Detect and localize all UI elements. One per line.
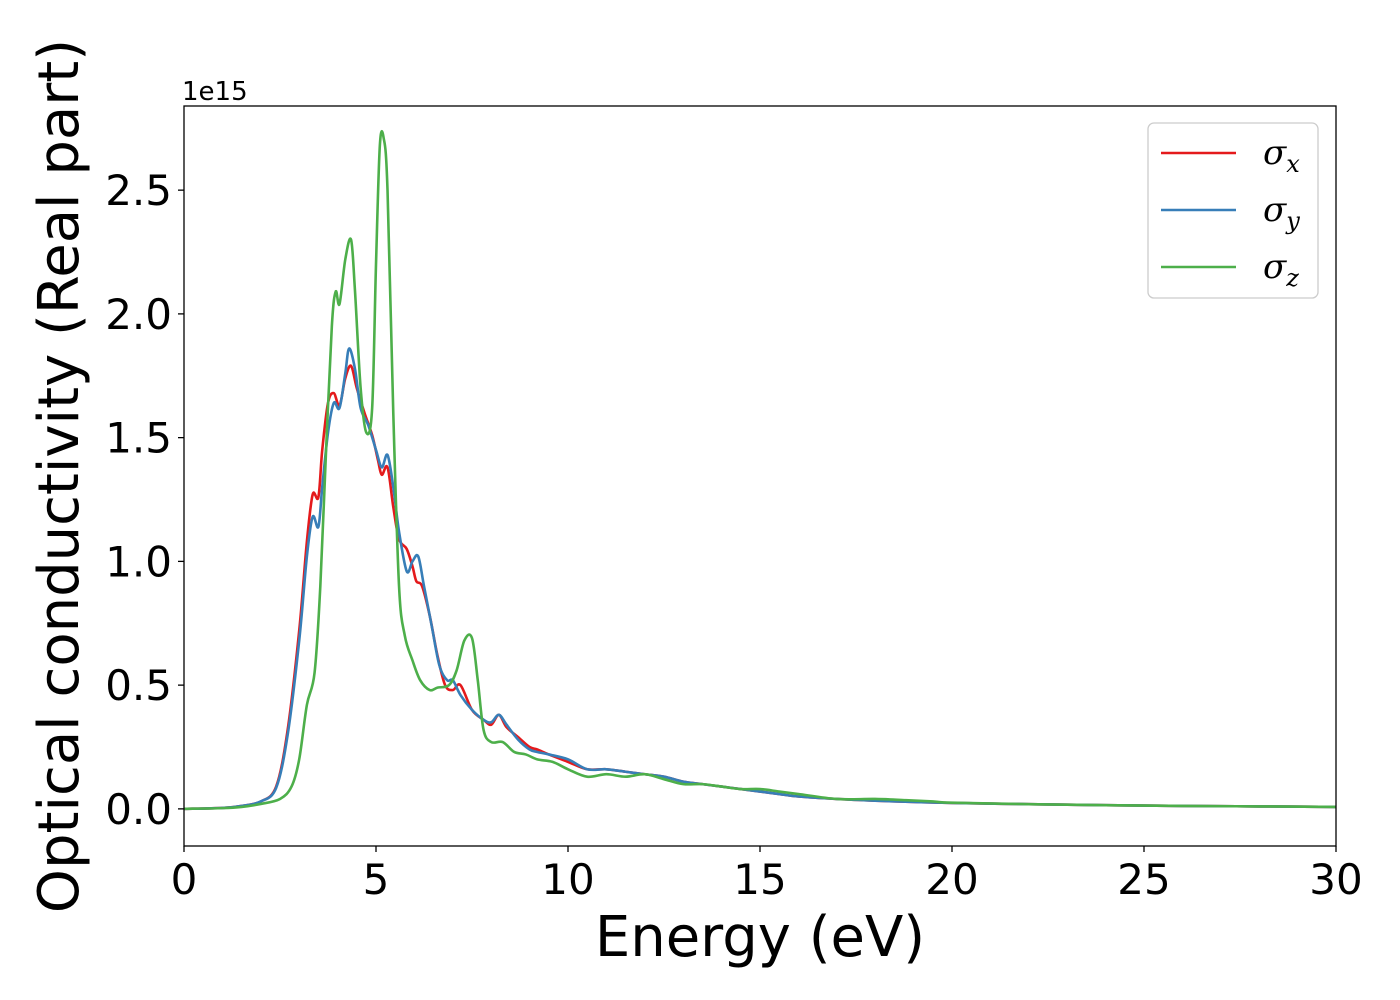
- y-offset-label: 1e15: [182, 77, 248, 107]
- y-tick-label: 0.0: [105, 785, 172, 834]
- legend-label-x: σx: [1263, 133, 1300, 178]
- y-tick-label: 2.5: [105, 166, 172, 215]
- x-tick-label: 20: [925, 855, 978, 904]
- y-tick-label: 1.5: [105, 414, 172, 463]
- series-layer: [184, 129, 1336, 811]
- x-axis: 0 5 10 15 20 25 30: [171, 846, 1363, 904]
- series-line-z: [184, 129, 1336, 811]
- plot-area: [183, 105, 1337, 847]
- y-axis-title: Optical conductivity (Real part): [27, 39, 92, 913]
- x-tick-label: 25: [1117, 855, 1170, 904]
- y-tick-label: 2.0: [105, 290, 172, 339]
- legend: σx σy σz: [1147, 122, 1319, 299]
- x-tick-label: 30: [1309, 855, 1362, 904]
- x-tick-label: 0: [171, 855, 198, 904]
- legend-label-y: σy: [1263, 190, 1300, 235]
- y-tick-label: 1.0: [105, 537, 172, 586]
- x-tick-label: 10: [541, 855, 594, 904]
- series-line-y: [184, 347, 1336, 811]
- y-tick-label: 0.5: [105, 661, 172, 710]
- x-tick-label: 5: [363, 855, 390, 904]
- y-axis: 0.0 0.5 1.0 1.5 2.0 2.5: [105, 166, 184, 834]
- x-tick-label: 15: [733, 855, 786, 904]
- legend-label-z: σz: [1263, 247, 1299, 292]
- x-axis-title: Energy (eV): [595, 905, 925, 970]
